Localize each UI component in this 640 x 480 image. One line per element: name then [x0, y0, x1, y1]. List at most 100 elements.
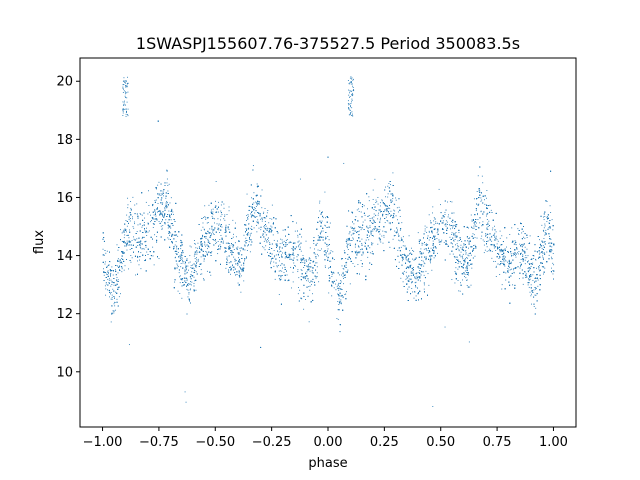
data-point: [256, 204, 258, 206]
data-point: [385, 208, 387, 210]
data-point: [413, 267, 414, 268]
data-point: [237, 246, 239, 248]
data-point: [509, 269, 511, 271]
data-point: [263, 240, 265, 242]
data-point: [472, 233, 474, 235]
data-point: [217, 218, 219, 220]
data-point: [315, 256, 317, 258]
data-point: [284, 257, 286, 259]
data-point: [228, 228, 230, 230]
data-point: [415, 295, 417, 297]
data-point: [503, 255, 505, 257]
data-point: [551, 267, 552, 269]
data-point: [204, 244, 206, 246]
data-point: [266, 212, 268, 214]
data-point: [249, 239, 251, 240]
data-point: [233, 269, 235, 271]
data-point: [512, 284, 514, 286]
data-point: [412, 258, 414, 260]
data-point: [278, 294, 280, 296]
data-point: [377, 196, 379, 198]
data-point: [318, 281, 320, 283]
data-point: [113, 310, 115, 312]
data-point: [184, 391, 186, 393]
data-point: [177, 290, 179, 292]
data-point: [358, 208, 360, 210]
data-point: [463, 243, 465, 245]
data-point: [145, 246, 147, 248]
data-point: [115, 309, 116, 311]
data-point: [339, 301, 341, 303]
data-point: [470, 284, 472, 286]
data-point: [264, 227, 266, 229]
data-point: [238, 257, 239, 259]
data-point: [487, 240, 489, 242]
data-point: [501, 235, 503, 237]
data-point: [528, 260, 529, 262]
data-point: [225, 224, 227, 226]
data-point: [152, 205, 154, 207]
data-point: [186, 278, 188, 280]
data-point: [247, 215, 249, 217]
data-point: [195, 251, 197, 253]
data-point: [298, 240, 300, 242]
data-point: [109, 296, 110, 298]
data-point: [147, 222, 149, 224]
data-point: [166, 182, 168, 184]
data-point: [158, 193, 160, 195]
data-point: [265, 240, 267, 242]
data-point: [515, 253, 517, 255]
data-point: [322, 230, 324, 232]
data-point: [132, 218, 133, 220]
data-point: [130, 207, 132, 209]
data-point: [117, 272, 119, 274]
data-point: [238, 260, 240, 261]
data-point: [241, 254, 243, 256]
data-point: [525, 273, 527, 275]
data-point: [139, 259, 141, 261]
data-point: [307, 280, 309, 282]
data-point: [416, 272, 418, 274]
data-points: [102, 76, 555, 407]
data-point: [336, 286, 338, 288]
data-point: [371, 244, 373, 246]
data-point: [115, 269, 116, 271]
data-point: [514, 267, 516, 269]
data-point: [532, 291, 534, 293]
data-point: [118, 260, 120, 262]
data-point: [471, 219, 473, 221]
data-point: [458, 250, 460, 252]
data-point: [297, 246, 299, 248]
data-point: [394, 204, 396, 205]
data-point: [210, 209, 212, 211]
data-point: [460, 263, 462, 264]
data-point: [156, 209, 158, 210]
data-point: [542, 216, 544, 218]
data-point: [408, 278, 410, 280]
data-point: [276, 265, 278, 267]
data-point: [293, 262, 295, 264]
data-point: [392, 238, 394, 240]
data-point: [493, 247, 495, 249]
data-point: [167, 221, 169, 223]
data-point: [349, 283, 351, 285]
data-point: [544, 232, 546, 234]
data-point: [486, 207, 488, 209]
data-point: [324, 266, 326, 268]
data-point: [348, 233, 350, 235]
data-point: [347, 269, 349, 271]
data-point: [469, 286, 471, 288]
data-point: [371, 217, 373, 219]
data-point: [314, 248, 315, 250]
data-point: [195, 260, 197, 262]
data-point: [541, 241, 543, 243]
data-point: [229, 248, 231, 249]
data-point: [361, 238, 363, 240]
data-point: [319, 232, 321, 234]
data-point: [413, 297, 415, 299]
data-point: [343, 274, 345, 276]
data-point: [312, 267, 314, 269]
data-point: [431, 269, 433, 271]
data-point: [215, 200, 216, 202]
data-point: [475, 229, 477, 230]
